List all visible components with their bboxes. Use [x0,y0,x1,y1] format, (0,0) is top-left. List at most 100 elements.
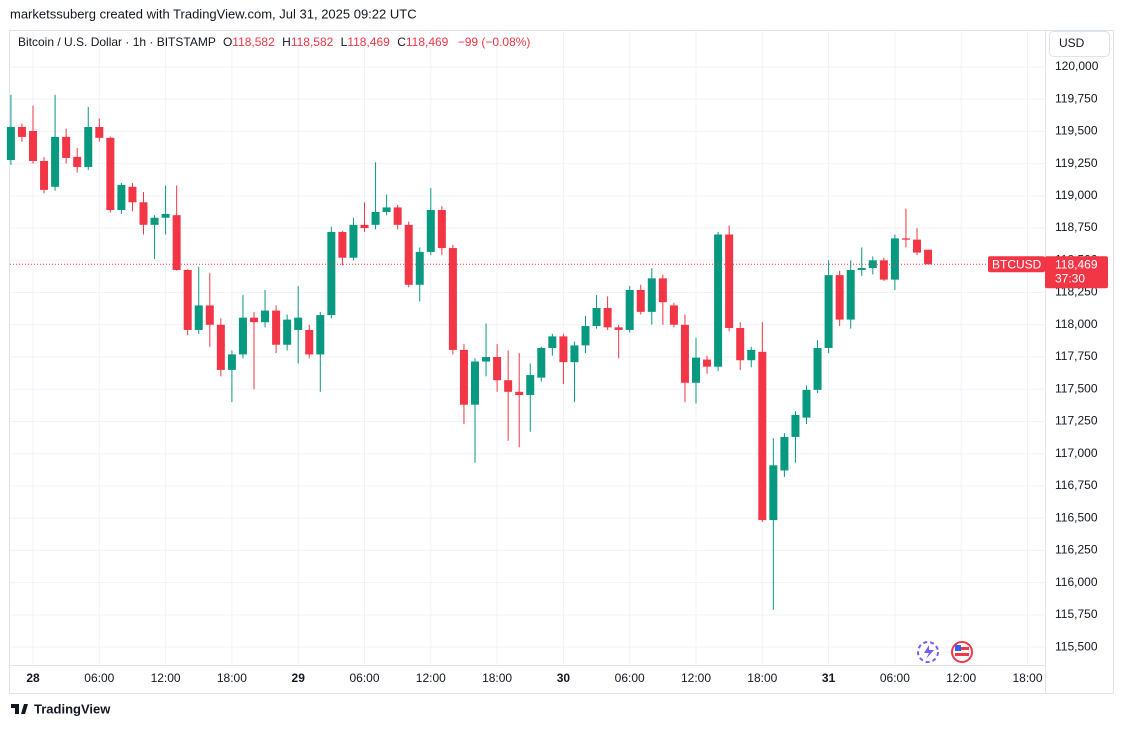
candle-body [448,248,457,350]
candle-body [216,324,225,370]
candle-body [747,349,756,361]
icon-events[interactable] [917,641,939,663]
flag-canton [955,645,961,651]
candle-body [84,126,93,167]
currency[interactable]: USD [1059,36,1085,50]
credit: marketssuberg created with TradingView.c… [10,6,417,21]
last-price-box [1045,256,1108,289]
y-tick-label: 117,000 [1055,446,1098,460]
y-tick-label: 117,500 [1055,381,1098,395]
price-tag: BTCUSD [992,257,1042,271]
candle-body [703,359,712,367]
y-tick-label: 120,000 [1055,59,1099,73]
candle-body [40,161,49,190]
candle-body [6,126,15,160]
candles [6,94,1045,610]
legend: Bitcoin / U.S. Dollar · 1h · BITSTAMP O1… [18,35,530,49]
l-value: 118,469 [347,35,390,49]
candle-body [426,210,435,252]
candle-body [183,269,192,330]
candle-body [194,305,203,330]
candle-body [924,249,933,265]
x-tick-label: 18:00 [1012,671,1042,685]
candle-body [824,275,833,348]
x-tick-label: 06:00 [615,671,645,685]
y-tick-label: 119,500 [1055,124,1098,138]
flag-stripe [955,647,969,650]
candle-body [29,130,37,162]
y-tick-label: 118,000 [1055,317,1098,331]
y-tick-label: 116,750 [1055,478,1098,492]
c-label: C [397,35,406,49]
candle-body [95,126,104,138]
x-tick-label: 12:00 [416,671,446,685]
o-value: 118,582 [232,35,275,49]
candle-body [238,317,247,355]
candle-body [548,336,557,348]
candle-body [515,391,524,396]
icon-bolt [924,645,934,659]
candle-body [603,308,612,328]
candle-body [890,238,899,280]
x-tick-label: 31 [822,671,836,685]
candle-body [504,380,513,392]
currency-button[interactable] [1049,31,1110,57]
candle-body [758,351,767,521]
candle-body [139,202,148,225]
candle-body [868,260,877,269]
y-tick-label: 116,250 [1055,543,1098,557]
x-tick-label: 29 [292,671,306,685]
candle-body [227,354,236,370]
candle-body [570,345,579,363]
h-value: 118,582 [291,35,334,49]
candle-body [493,357,502,381]
candle-body [725,234,734,328]
candle-body [559,336,568,363]
candle-body [614,327,623,330]
footer-logo: TradingView [11,701,111,716]
candle-body [471,361,479,405]
candle-body [791,415,800,437]
candle-body [459,349,468,405]
x-tick-label: 06:00 [349,671,379,685]
candle-body [261,310,270,323]
candle-body [769,465,778,521]
candle-body [106,137,115,211]
candle-body [51,136,60,187]
candle-body [294,317,303,330]
labels: 115,500 115,750 116,000 116,250 116,500 116,7… [26,59,1108,685]
candle-body [17,126,26,137]
candle-body [415,251,424,285]
candle-body [813,347,822,390]
candle-body [161,213,170,218]
icons [917,641,973,663]
candle-body [172,215,181,270]
x-tick-label: 06:00 [84,671,114,685]
o-label: O [223,35,232,49]
candle-body [736,327,745,361]
l-label: L [341,35,348,49]
candle-body [636,289,645,312]
y-tick-label: 117,250 [1055,414,1098,428]
x-tick-label: 12:00 [151,671,181,685]
x-tick-label: 18:00 [747,671,777,685]
x-tick-label: 30 [557,671,571,685]
candle-body [128,186,137,203]
candle-body [117,184,126,211]
candle-body [73,156,82,167]
candle-body [680,324,689,383]
candle-body [482,357,491,362]
chart-frame [9,30,1114,694]
flag-stripe [955,653,969,656]
y-tick-label: 119,250 [1055,156,1098,170]
symbol: Bitcoin / U.S. Dollar · 1h · BITSTAMP [18,35,216,49]
candle-body [250,317,258,323]
x-tick-label: 18:00 [482,671,512,685]
candle-body [802,389,811,418]
candle-body [625,289,634,330]
candle-body [338,231,347,258]
y-tick-label: 115,500 [1055,639,1098,653]
candle-body [437,210,446,249]
grid [10,31,1045,665]
